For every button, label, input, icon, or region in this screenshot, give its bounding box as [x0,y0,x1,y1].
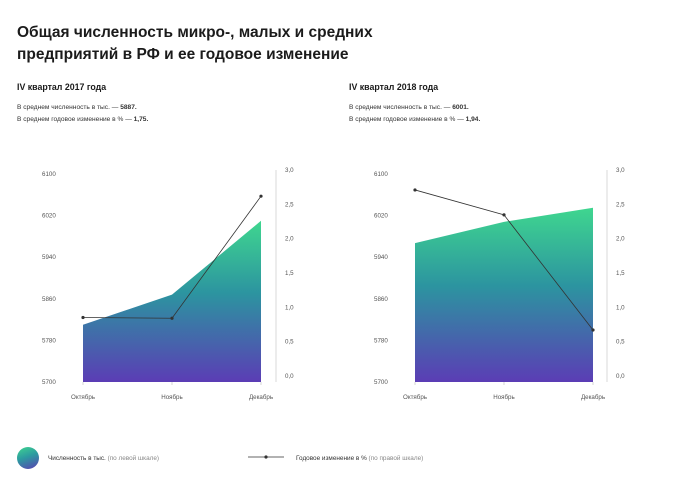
legend-area-label: Численность в тыс. [48,455,106,462]
panel-1-stat-change-value: 1,75. [133,116,149,123]
category-label: Октябрь [403,394,427,401]
line-series-point [591,328,595,332]
right-tick-label: 1,5 [616,270,625,277]
panel-2-stat-change-label: В среднем годовое изменение в % — [349,116,466,123]
right-tick-label: 1,0 [616,304,625,311]
panel-1-stat-change: В среднем годовое изменение в % — 1,75. [17,116,148,123]
category-label: Октябрь [71,394,95,401]
right-tick-label: 3,0 [616,167,625,174]
area-series-count [415,207,593,382]
chart-2018: 6100 6020 5940 5860 5780 5700 3,0 2,5 2,0 1,5 1,0 0… [374,167,625,401]
line-series-point [259,194,263,198]
panel-2-heading: IV квартал 2018 года [349,82,439,92]
left-tick-label: 5940 [374,254,388,261]
chart-title: Общая численность микро-, малых и средни… [17,24,373,63]
left-tick-label: 6020 [374,213,388,220]
area-series-count [83,220,261,382]
left-tick-label: 5860 [42,296,56,303]
right-tick-label: 1,5 [285,270,294,277]
category-label: Ноябрь [161,394,182,401]
left-tick-label: 5700 [374,379,388,386]
left-tick-label: 6100 [42,171,56,178]
panel-2-stat-change: В среднем годовое изменение в % — 1,94. [349,116,480,123]
legend-area-note: (по левой шкале) [105,455,160,462]
category-label: Декабрь [249,394,273,401]
line-series-point [502,213,506,217]
right-tick-label: 0,0 [285,373,294,380]
panel-1-heading: IV квартал 2017 года [17,82,107,92]
chart-2017: 6100 6020 5940 5860 5780 5700 3,0 2,5 2,0 1,5 1,0 0… [42,167,294,401]
legend-line-note: (по правой шкале) [366,455,424,462]
panel-2-stat-count-label: В среднем численность в тыс. — [349,104,453,111]
left-tick-label: 5780 [374,337,388,344]
line-series-point [170,316,174,320]
left-tick-label: 6100 [374,171,388,178]
line-series-point [81,315,85,320]
right-tick-label: 1,0 [285,304,294,311]
line-series-point [413,188,417,192]
legend-line-swatch [248,455,284,459]
left-tick-label: 5860 [374,296,388,303]
right-tick-label: 2,5 [616,201,625,208]
category-label: Ноябрь [493,394,514,401]
legend-area-item: Численность в тыс. (по левой шкале) [48,455,159,462]
right-tick-label: 0,5 [616,339,625,346]
left-tick-label: 5700 [42,379,56,386]
panel-1-stat-count-value: 5887. [120,104,137,111]
left-tick-label: 5780 [42,337,56,344]
panel-1-stat-change-label: В среднем годовое изменение в % — [17,116,134,123]
right-tick-label: 0,5 [285,339,294,346]
legend-line-label: Годовое изменение в % [296,455,367,462]
panel-1-stat-count-label: В среднем численность в тыс. — [17,104,121,111]
right-tick-label: 2,0 [616,236,625,243]
left-tick-label: 6020 [42,213,56,220]
panel-2-stat-count-value: 6001. [452,104,469,111]
legend-area-swatch [17,447,39,469]
right-tick-label: 3,0 [285,167,294,174]
panel-1-stat-count: В среднем численность в тыс. — 5887. [17,104,137,111]
panel-2-stat-change-value: 1,94. [465,116,481,123]
right-tick-label: 2,5 [285,201,294,208]
right-tick-label: 2,0 [285,236,294,243]
legend-line-item: Годовое изменение в % (по правой шкале) [296,455,423,462]
panel-2-stat-count: В среднем численность в тыс. — 6001. [349,104,469,111]
left-tick-label: 5940 [42,254,56,261]
category-label: Декабрь [581,394,605,401]
right-tick-label: 0,0 [616,373,625,380]
